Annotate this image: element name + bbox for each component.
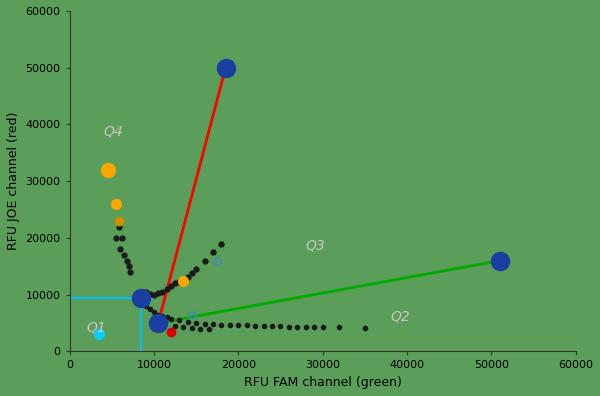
Text: Q4: Q4 (103, 125, 123, 139)
Text: Q2: Q2 (390, 309, 410, 323)
Text: Q1: Q1 (86, 321, 106, 335)
Text: Q3: Q3 (306, 238, 325, 252)
X-axis label: RFU FAM channel (green): RFU FAM channel (green) (244, 376, 401, 389)
Y-axis label: RFU JOE channel (red): RFU JOE channel (red) (7, 112, 20, 250)
